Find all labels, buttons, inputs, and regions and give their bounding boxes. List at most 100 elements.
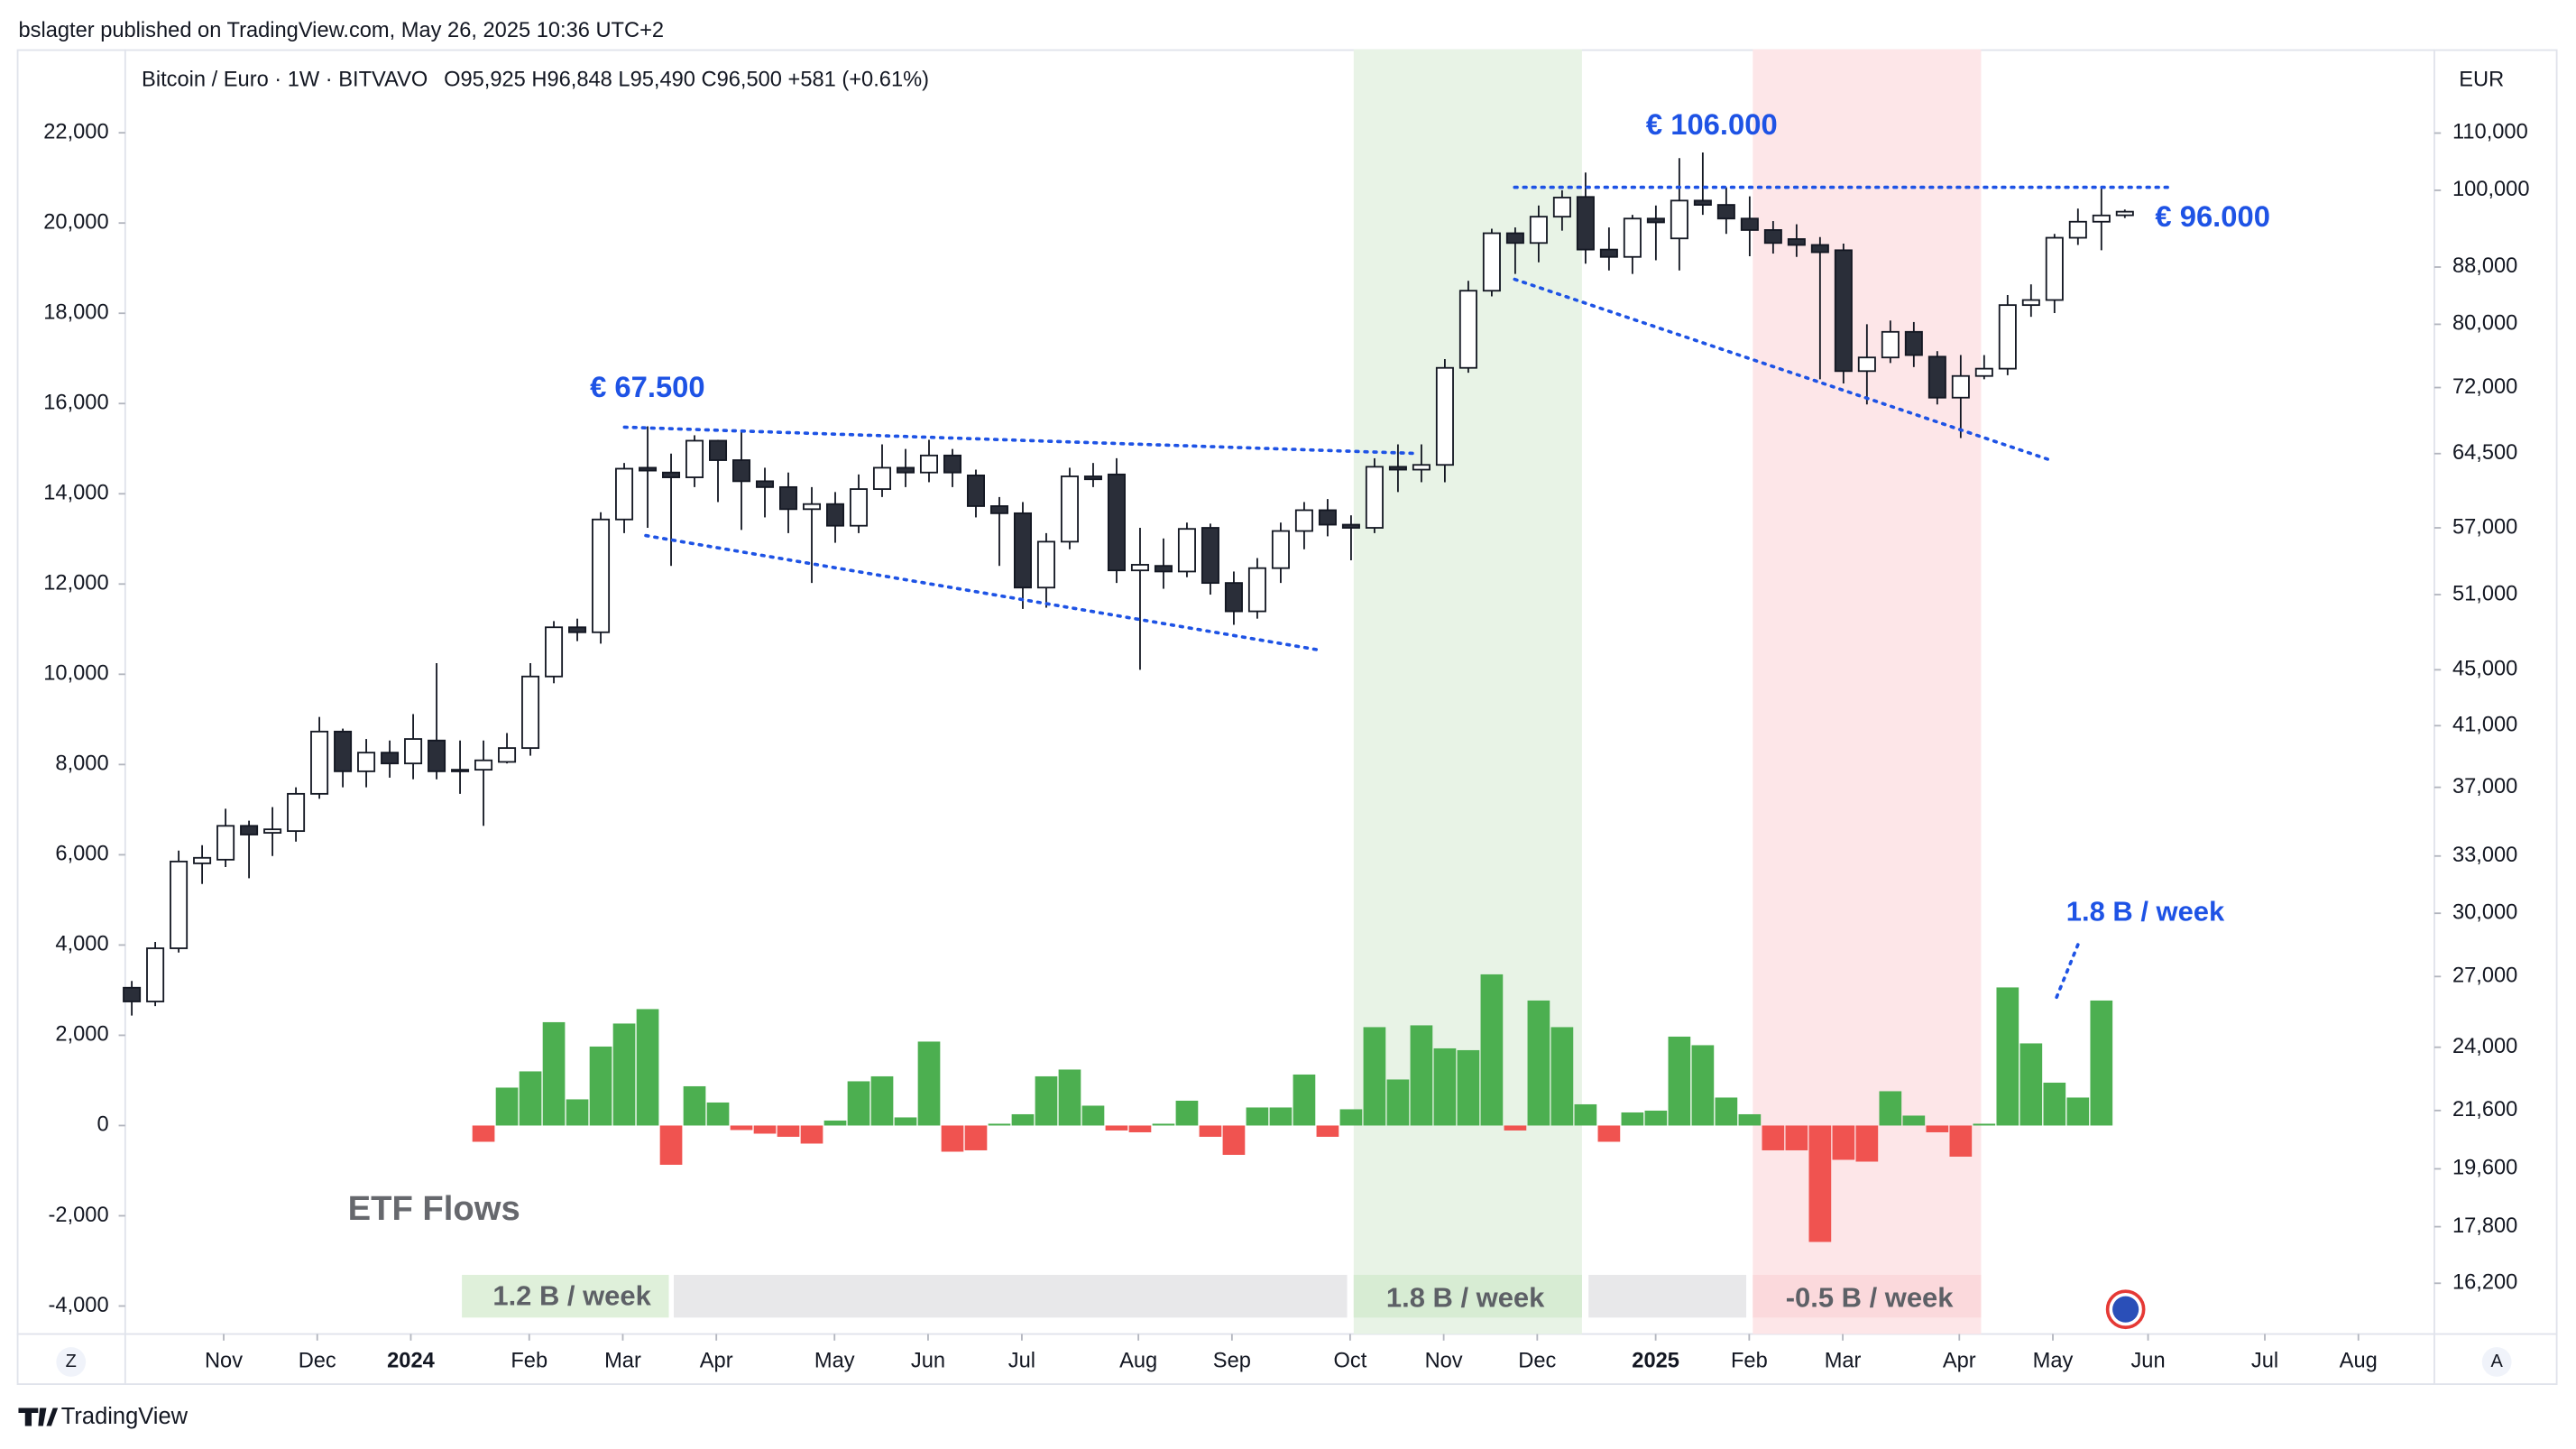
- x-tick-label: 2024: [387, 1350, 435, 1373]
- candle-body: [521, 675, 540, 750]
- flow-bar: [683, 1085, 706, 1126]
- flow-bar: [1222, 1125, 1246, 1155]
- y-tick-label: 100,000: [2452, 178, 2530, 201]
- flow-bar: [2090, 1000, 2113, 1126]
- flow-bar: [1691, 1045, 1715, 1126]
- candle-body: [1787, 238, 1806, 246]
- flow-bar: [1762, 1125, 1785, 1150]
- annotation: € 96.000: [2155, 199, 2270, 233]
- flow-bar: [1433, 1048, 1457, 1126]
- flow-bar: [1504, 1125, 1527, 1131]
- zoom-button[interactable]: [56, 1347, 87, 1377]
- flow-bar: [1808, 1125, 1832, 1242]
- candle-body: [1318, 509, 1337, 526]
- y-tick-label: 51,000: [2452, 582, 2517, 605]
- candle-body: [1177, 528, 1196, 573]
- flow-bar: [519, 1071, 542, 1126]
- flow-bar: [2043, 1082, 2066, 1126]
- flow-bar: [542, 1021, 566, 1126]
- candle-body: [451, 769, 470, 772]
- x-tick-label: Jun: [2130, 1350, 2165, 1373]
- flow-bar: [964, 1125, 988, 1150]
- region-label: -0.5 B / week: [1786, 1281, 1955, 1313]
- candle-body: [1482, 232, 1501, 292]
- candle-body: [2068, 220, 2087, 239]
- candle-body: [498, 747, 517, 763]
- flow-bar: [1175, 1100, 1199, 1126]
- flow-bar: [472, 1125, 495, 1142]
- candle-body: [1224, 582, 1243, 613]
- candle-body: [1623, 217, 1642, 258]
- flow-bar: [2019, 1043, 2043, 1126]
- candle-body: [1552, 197, 1571, 218]
- candle-body: [1951, 374, 1970, 399]
- flow-bar: [1480, 974, 1504, 1126]
- trend-line: [1513, 277, 2052, 462]
- flow-bar: [706, 1102, 730, 1126]
- candle-body: [849, 488, 869, 527]
- candle-body: [989, 505, 1008, 514]
- x-tick-label: Jul: [2251, 1350, 2278, 1373]
- candle-body: [1810, 244, 1829, 254]
- y2-tick-label: 4,000: [55, 933, 108, 956]
- flow-bar: [1902, 1115, 1926, 1126]
- bull-region: [1353, 49, 1582, 1334]
- candle-body: [639, 466, 658, 472]
- flow-bars: [472, 974, 2113, 1242]
- flow-bar: [1011, 1113, 1035, 1126]
- x-tick-label: Mar: [604, 1350, 641, 1373]
- flow-bar: [1105, 1125, 1128, 1131]
- y2-tick-label: 16,000: [43, 391, 108, 414]
- x-tick-label: Dec: [1518, 1350, 1556, 1373]
- trend-line: [622, 425, 1418, 456]
- flow-bar: [1996, 987, 2019, 1126]
- region-label: 1.8 B / week: [1386, 1281, 1545, 1313]
- flow-bar: [1316, 1125, 1339, 1137]
- flow-bar: [1668, 1036, 1691, 1126]
- publisher: bslagter published on TradingView.com, M…: [18, 19, 664, 42]
- region-box: [1753, 1274, 1982, 1318]
- candle-body: [1881, 330, 1900, 359]
- y2-tick-label: 12,000: [43, 572, 108, 595]
- y-tick-label: 57,000: [2452, 515, 2517, 539]
- flow-bar: [941, 1125, 964, 1152]
- flow-bar: [917, 1041, 941, 1126]
- auto-button[interactable]: [2481, 1347, 2512, 1377]
- region-label: 1.2 B / week: [492, 1280, 651, 1312]
- flow-bar: [1597, 1125, 1621, 1142]
- flow-bar: [1363, 1027, 1386, 1126]
- candle-body: [802, 503, 822, 511]
- ohlc-legend: O95,925 H96,848 L95,490 C96,500 +581 (+0…: [444, 68, 929, 91]
- candle-body: [709, 439, 728, 461]
- y-tick-label: 41,000: [2452, 714, 2517, 737]
- candle-body: [1365, 466, 1384, 529]
- x-tick-label: Jul: [1008, 1350, 1035, 1373]
- y2-tick-label: 20,000: [43, 210, 108, 234]
- flow-bar: [1386, 1079, 1410, 1126]
- flow-bar: [495, 1087, 519, 1126]
- y2-tick-label: 6,000: [55, 843, 108, 866]
- logo: TradingView: [61, 1404, 189, 1429]
- event-icon-inner: [2112, 1296, 2139, 1323]
- candle-body: [1130, 564, 1149, 572]
- candle-body: [193, 856, 212, 864]
- candle-body: [943, 454, 961, 474]
- series-label: ETF Flows: [348, 1189, 520, 1228]
- y2-tick-label: 10,000: [43, 662, 108, 686]
- flow-bar: [847, 1081, 870, 1126]
- y2-tick-label: 22,000: [43, 120, 108, 143]
- candle-body: [896, 466, 915, 474]
- candle-body: [170, 860, 189, 949]
- candle-body: [146, 947, 165, 1002]
- y-tick-label: 64,500: [2452, 441, 2517, 465]
- flow-bar: [1973, 1123, 1996, 1126]
- candle-body: [2092, 214, 2111, 223]
- x-tick-label: Mar: [1825, 1350, 1862, 1373]
- candle-body: [1505, 232, 1524, 245]
- x-tick-label: Feb: [511, 1350, 547, 1373]
- candle-body: [872, 466, 892, 490]
- candle-body: [1083, 475, 1102, 481]
- candle-body: [615, 467, 634, 521]
- candle-body: [2045, 236, 2064, 301]
